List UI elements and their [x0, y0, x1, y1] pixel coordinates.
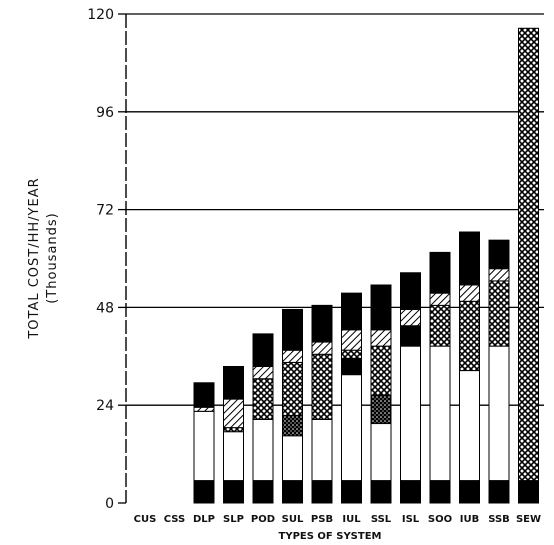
bar-segment-iul-6	[341, 329, 362, 351]
bar-segment-ssl-2	[370, 394, 392, 425]
y-axis: 0 24 48 72 96 120	[87, 7, 127, 512]
bar-segment-isl-4	[400, 325, 421, 347]
bar-segment-psb-3	[311, 353, 333, 420]
bar-segment-slp-1	[223, 431, 244, 482]
y-tick-label: 96	[96, 105, 114, 121]
x-tick-label-dlp: DLP	[193, 514, 215, 525]
y-tick-label: 120	[87, 7, 114, 23]
bar-segment-sul-0	[282, 480, 303, 504]
bar-segment-isl-1	[400, 345, 421, 482]
x-tick-label-sew: SEW	[516, 514, 541, 525]
bar-segment-slp-6	[223, 398, 244, 429]
bar-segment-iul-5	[341, 349, 362, 359]
bar-segment-pod-7	[252, 333, 274, 367]
bar-segment-slp-0	[223, 480, 244, 504]
bar-segment-soo-7	[429, 251, 451, 294]
bar-segment-sew-3	[518, 27, 539, 482]
y-axis-title: TOTAL COST/HH/YEAR	[27, 177, 42, 339]
bar-segment-iul-4	[341, 357, 362, 376]
bar-segment-dlp-1	[193, 410, 215, 482]
bar-segment-dlp-0	[193, 480, 215, 504]
x-tick-label-iub: IUB	[460, 514, 479, 525]
x-tick-label-ssb: SSB	[488, 514, 510, 525]
bar-segment-ssb-1	[488, 345, 510, 482]
bar-segment-pod-3	[252, 378, 274, 420]
bar-segment-isl-7	[400, 272, 421, 310]
bar-segment-isl-0	[400, 480, 421, 504]
x-tick-label-slp: SLP	[223, 514, 244, 525]
x-tick-label-pod: POD	[251, 514, 275, 525]
y-axis-unit: (Thousands)	[45, 212, 60, 304]
bar-segment-psb-1	[311, 418, 333, 482]
bar-segment-sew-0	[518, 480, 539, 504]
bar-segment-iub-0	[459, 480, 480, 504]
bar-segment-dlp-6	[193, 406, 215, 412]
bar-segment-iul-1	[341, 374, 362, 482]
x-tick-label-iul: IUL	[342, 514, 361, 525]
bar-segment-sul-7	[282, 308, 303, 351]
y-tick-label: 0	[105, 496, 114, 512]
bar-segment-pod-6	[252, 365, 274, 380]
bar-segment-ssb-0	[488, 480, 510, 504]
bar-segment-ssb-6	[488, 268, 510, 282]
bar-segment-iul-7	[341, 292, 362, 331]
bar-segment-dlp-7	[193, 382, 215, 408]
bar-segment-sul-6	[282, 349, 303, 363]
bar-segment-iub-7	[459, 231, 480, 286]
bar-segment-sul-1	[282, 435, 303, 482]
bar-segment-ssb-5	[488, 280, 510, 347]
y-tick-label: 48	[96, 300, 114, 316]
bar-segment-iub-6	[459, 284, 480, 302]
x-tick-label-ssl: SSL	[371, 514, 392, 525]
x-tick-label-isl: ISL	[402, 514, 420, 525]
bar-segment-iub-5	[459, 300, 480, 372]
bar-segment-psb-6	[311, 341, 333, 355]
bar-segment-iul-0	[341, 480, 362, 504]
bar-segment-soo-1	[429, 345, 451, 482]
bar-segment-slp-3	[223, 427, 244, 433]
x-axis-title: TYPES OF SYSTEM	[279, 531, 382, 542]
bar-segment-ssl-6	[370, 329, 392, 347]
bar-segment-sul-2	[282, 414, 303, 437]
bar-segment-soo-0	[429, 480, 451, 504]
bar-segment-sul-3	[282, 361, 303, 416]
bar-segment-ssl-7	[370, 284, 392, 331]
bar-segment-psb-7	[311, 304, 333, 343]
x-tick-label-sul: SUL	[282, 514, 304, 525]
bar-segment-ssl-1	[370, 423, 392, 482]
bar-segment-isl-6	[400, 308, 421, 327]
category-labels: CUS CSS DLP SLP POD SUL PSB IUL SSL ISL SOO IUB SSB S…	[134, 514, 541, 525]
bar-segment-soo-5	[429, 304, 451, 347]
bars	[193, 27, 539, 504]
bar-segment-psb-0	[311, 480, 333, 504]
bar-segment-ssb-7	[488, 239, 510, 270]
bar-segment-ssl-3	[370, 345, 392, 396]
bar-segment-slp-7	[223, 365, 244, 400]
y-tick-label: 24	[96, 398, 114, 414]
x-tick-label-css: CSS	[164, 514, 185, 525]
x-tick-label-soo: SOO	[428, 514, 452, 525]
bar-segment-pod-1	[252, 418, 274, 482]
y-tick-label: 72	[96, 203, 114, 219]
x-tick-label-psb: PSB	[311, 514, 333, 525]
bar-segment-pod-0	[252, 480, 274, 504]
bar-segment-soo-6	[429, 292, 451, 306]
gridlines	[126, 13, 544, 406]
x-tick-label-cus: CUS	[134, 514, 157, 525]
bar-segment-iub-1	[459, 370, 480, 482]
bar-segment-ssl-0	[370, 480, 392, 504]
